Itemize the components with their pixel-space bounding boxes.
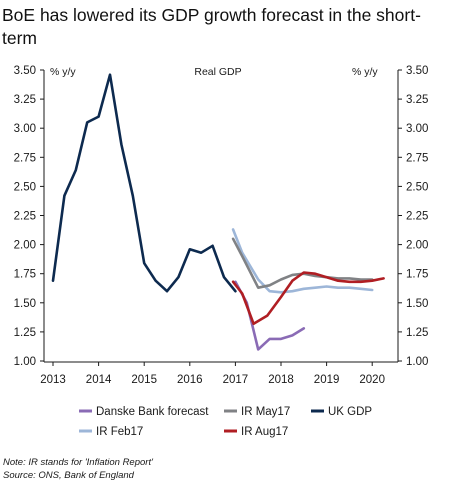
legend-label-ir-feb17: IR Feb17	[96, 426, 143, 438]
y-axis-unit-left: % y/y	[50, 66, 76, 78]
chart-title: BoE has lowered its GDP growth forecast …	[2, 5, 421, 48]
x-tick-label: 2015	[131, 374, 157, 386]
legend: Danske Bank forecast IR May17 UK GDP IR Feb…	[79, 406, 372, 438]
x-tick-label: 2017	[223, 374, 249, 386]
y-tick-label-left: 3.25	[14, 94, 36, 106]
legend-label-ir-aug17: IR Aug17	[241, 426, 288, 438]
x-tick-label: 2018	[268, 374, 294, 386]
source-text: Source: ONS, Bank of England	[3, 470, 134, 481]
axes: 1.00 1.00 1.25 1.25 1.50 1.50 1.75 1.75 2.00 2.00…	[14, 65, 429, 386]
x-tick-label: 2019	[314, 374, 340, 386]
y-tick-label-left: 1.25	[14, 327, 36, 339]
y-tick-label-right: 2.25	[406, 211, 428, 223]
y-tick-label-left: 2.75	[14, 152, 36, 164]
series-line-ir-aug17	[231, 271, 385, 326]
x-tick-label: 2016	[177, 374, 203, 386]
y-tick-label-right: 1.50	[406, 298, 428, 310]
y-tick-label-right: 1.00	[406, 356, 428, 368]
y-tick-label-left: 1.00	[14, 356, 36, 368]
y-tick-label-right: 1.75	[406, 269, 428, 281]
y-axis-unit-right: % y/y	[352, 66, 378, 78]
y-tick-label-left: 2.25	[14, 211, 36, 223]
y-tick-label-right: 2.00	[406, 240, 428, 252]
legend-label-danske-bank-forecast: Danske Bank forecast	[96, 406, 209, 418]
chart-inner-title: Real GDP	[194, 66, 241, 78]
y-tick-label-left: 1.75	[14, 269, 36, 281]
y-tick-label-right: 2.50	[406, 181, 428, 193]
y-tick-label-right: 1.25	[406, 327, 428, 339]
series-line-ir-may17	[231, 237, 374, 290]
footnotes: Note: IR stands for 'Inflation Report' S…	[3, 456, 447, 482]
y-tick-label-right: 3.25	[406, 94, 428, 106]
y-tick-label-right: 3.00	[406, 123, 428, 135]
y-tick-label-left: 3.50	[14, 65, 36, 77]
x-tick-label: 2013	[40, 374, 66, 386]
y-tick-label-right: 2.75	[406, 152, 428, 164]
y-tick-label-left: 2.50	[14, 181, 36, 193]
series-layer	[51, 73, 385, 351]
x-tick-label: 2014	[86, 374, 112, 386]
legend-label-ir-may17: IR May17	[241, 406, 290, 418]
legend-label-uk-gdp: UK GDP	[328, 406, 372, 418]
series-line-uk-gdp	[51, 73, 237, 293]
x-tick-label: 2020	[359, 374, 385, 386]
note-text: Note: IR stands for 'Inflation Report'	[3, 457, 153, 468]
y-tick-label-right: 3.50	[406, 65, 428, 77]
y-tick-label-left: 2.00	[14, 240, 36, 252]
series-line-ir-feb17	[231, 228, 374, 294]
y-tick-label-left: 3.00	[14, 123, 36, 135]
y-tick-label-left: 1.50	[14, 298, 36, 310]
